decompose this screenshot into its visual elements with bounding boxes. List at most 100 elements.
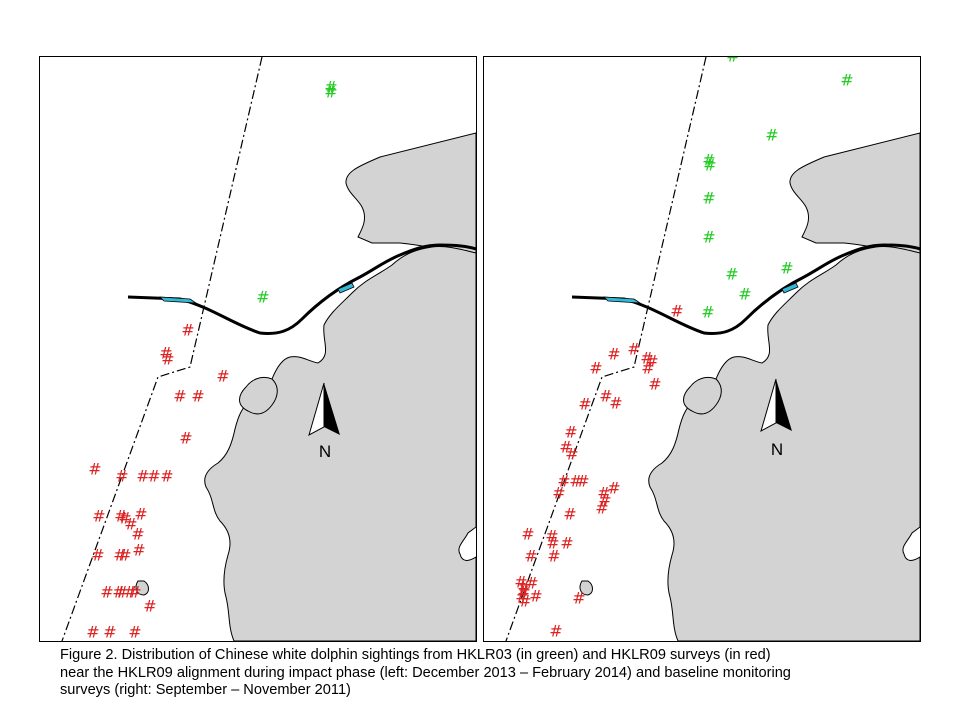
land-mass-island <box>648 246 920 641</box>
sighting-marker-red-left-9: # <box>136 467 149 486</box>
land-mass-island <box>204 246 476 641</box>
sighting-marker-green-right-1: # <box>840 71 853 90</box>
sighting-marker-red-left-5: # <box>191 387 204 406</box>
sighting-marker-red-left-10: # <box>147 467 160 486</box>
sighting-marker-red-left-27: # <box>143 597 156 616</box>
land-mass-headland <box>239 376 278 415</box>
sighting-marker-red-right-14: # <box>557 472 570 491</box>
sighting-marker-red-right-9: # <box>578 395 591 414</box>
caption-line-1: Figure 2. Distribution of Chinese white … <box>60 647 771 663</box>
sighting-marker-red-left-19: # <box>113 546 126 565</box>
sighting-marker-red-left-8: # <box>115 467 128 486</box>
sighting-marker-red-left-16: # <box>134 505 147 524</box>
hklr09-sightings-left: ##### ### # ## ## ###### ## ######## # # <box>86 321 229 642</box>
sighting-marker-red-left-13: # <box>114 507 127 526</box>
map-panel-baseline: N # # # # # # # # # # # # # # # # # # # # # # # # # # # # # # # # # # # # #… <box>483 56 921 642</box>
sighting-marker-red-left-4: # <box>173 387 186 406</box>
sighting-marker-red-left-1: # <box>159 344 172 363</box>
sighting-marker-red-right-25: # <box>546 534 559 553</box>
north-arrow-icon <box>308 382 340 436</box>
map-svg-left: N ### ##### ### # ## ## ###### ## ######## # # <box>61 57 476 642</box>
sighting-marker-red-left-12: # <box>92 507 105 526</box>
sighting-marker-red-left-24: # <box>115 583 128 602</box>
sighting-marker-red-right-4: # <box>645 352 658 371</box>
hklr09-alignment-line <box>571 243 920 335</box>
sighting-marker-red-right-24: # <box>545 527 558 546</box>
sighting-marker-red-right-10: # <box>609 394 622 413</box>
sighting-marker-red-right-16: # <box>576 472 589 491</box>
sighting-marker-red-right-11: # <box>564 423 577 442</box>
sighting-marker-red-right-15: # <box>569 472 582 491</box>
reclamation-highlight-east <box>337 282 355 294</box>
sighting-marker-green-right-7: # <box>725 265 738 284</box>
sighting-marker-green-right-9: # <box>780 259 793 278</box>
sighting-marker-red-right-27: # <box>524 547 537 566</box>
sighting-marker-red-right-31: # <box>529 587 542 606</box>
sighting-marker-red-right-20: # <box>595 499 608 518</box>
reclamation-highlight-east <box>781 282 799 294</box>
north-label: N <box>319 442 331 461</box>
sighting-marker-red-left-28: # <box>86 623 99 642</box>
land-mass-headland <box>683 376 722 415</box>
sighting-marker-red-left-2: # <box>161 350 174 369</box>
sighting-marker-green-left-2: # <box>256 288 269 307</box>
sighting-marker-green-right-2: # <box>765 126 778 145</box>
sighting-marker-red-right-37: # <box>549 622 562 641</box>
sighting-marker-red-left-30: # <box>128 623 141 642</box>
sighting-marker-red-left-20: # <box>118 546 131 565</box>
sighting-marker-green-left-0: # <box>324 78 337 97</box>
survey-area-boundary <box>505 57 707 641</box>
sighting-marker-red-left-17: # <box>131 525 144 544</box>
sighting-marker-red-right-35: # <box>518 592 531 611</box>
sighting-marker-red-left-26: # <box>128 583 141 602</box>
sighting-marker-red-left-29: # <box>103 623 116 642</box>
sighting-marker-red-right-26: # <box>560 534 573 553</box>
sighting-marker-red-right-33: # <box>517 583 530 602</box>
sighting-marker-red-right-18: # <box>597 484 610 503</box>
sighting-marker-red-left-25: # <box>123 583 136 602</box>
sighting-marker-red-right-32: # <box>517 578 530 597</box>
caption-line-2: near the HKLR09 alignment during impact … <box>60 664 791 681</box>
sighting-marker-red-right-17: # <box>552 484 565 503</box>
sighting-marker-red-right-2: # <box>607 345 620 364</box>
sighting-marker-red-right-29: # <box>525 574 538 593</box>
sighting-marker-red-right-28: # <box>547 547 560 566</box>
sighting-marker-green-right-3: # <box>702 151 715 170</box>
small-islet <box>135 580 149 596</box>
land-mass-upper <box>345 132 476 258</box>
sighting-marker-red-right-8: # <box>599 387 612 406</box>
map-panel-impact-phase: N # # # # # # # # # # # # # # # # # # # # # # # # # # # # # # # # # # <box>39 56 477 642</box>
hklr03-sightings-left: ### <box>256 78 337 307</box>
sighting-marker-red-right-0: # <box>670 302 683 321</box>
sighting-marker-red-left-14: # <box>118 509 131 528</box>
sighting-marker-red-right-12: # <box>559 438 572 457</box>
figure-caption: Figure 2. Distribution of Chinese white … <box>60 647 880 700</box>
hklr09-sightings-right: ### ####### ######## ###### ## ## ######## ## <box>514 302 683 641</box>
sighting-marker-red-right-36: # <box>572 589 585 608</box>
sighting-marker-red-right-19: # <box>598 491 611 510</box>
sighting-marker-green-right-6: # <box>702 228 715 247</box>
north-label: N <box>771 440 783 459</box>
sighting-marker-red-right-23: # <box>521 525 534 544</box>
sighting-marker-green-right-5: # <box>702 189 715 208</box>
reclamation-highlight-west <box>158 296 198 304</box>
sighting-marker-green-right-0: # <box>726 57 739 66</box>
sighting-marker-red-right-30: # <box>514 573 527 592</box>
sighting-marker-red-left-22: # <box>100 583 113 602</box>
sighting-marker-red-left-6: # <box>179 429 192 448</box>
sighting-marker-green-right-10: # <box>701 303 714 322</box>
sighting-marker-red-right-3: # <box>640 349 653 368</box>
sighting-marker-red-right-13: # <box>565 445 578 464</box>
caption-line-3: surveys (right: September – November 201… <box>60 682 351 698</box>
sighting-marker-red-left-11: # <box>160 467 173 486</box>
sighting-marker-red-left-15: # <box>124 515 137 534</box>
sighting-marker-red-right-34: # <box>515 588 528 607</box>
sighting-marker-red-left-18: # <box>91 546 104 565</box>
sighting-marker-green-right-8: # <box>738 285 751 304</box>
sighting-marker-red-left-23: # <box>112 583 125 602</box>
reclamation-highlight-west <box>602 296 642 304</box>
north-arrow-icon <box>760 378 792 432</box>
survey-area-boundary <box>61 57 263 641</box>
sighting-marker-red-right-1: # <box>627 340 640 359</box>
sighting-marker-red-right-5: # <box>641 359 654 378</box>
